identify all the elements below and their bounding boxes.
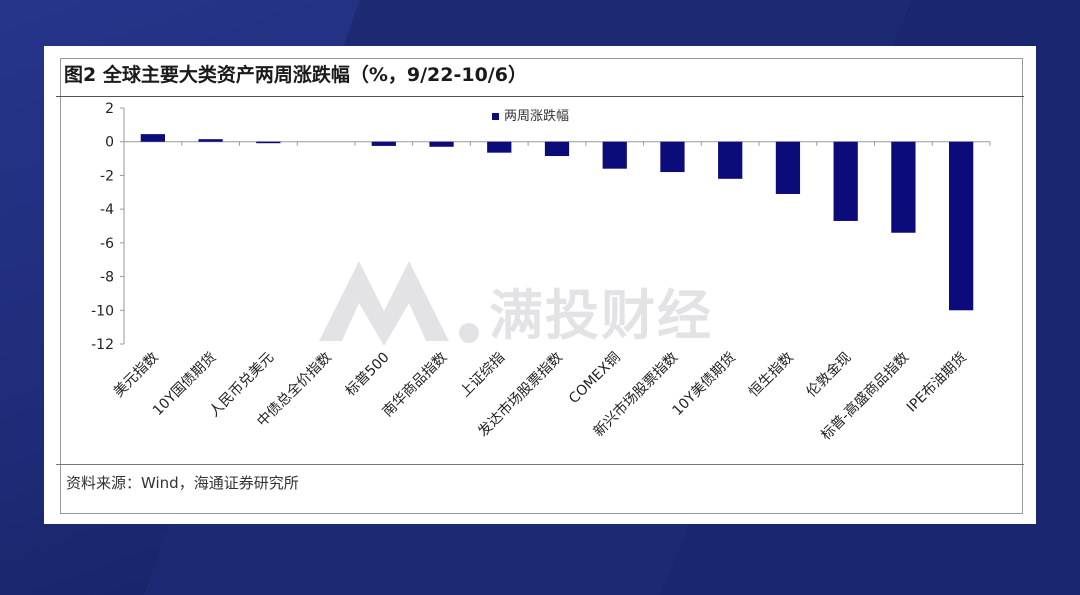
bar <box>718 141 743 179</box>
bar <box>891 141 916 233</box>
y-tick-label: -8 <box>100 270 114 286</box>
bar-chart: 20-2-4-6-8-10-12 美元指数10Y国债期货人民币兑美元中债总全价指… <box>91 101 991 444</box>
y-tick-label: -4 <box>100 202 114 218</box>
x-tick-label: IPE布油期货 <box>903 349 970 416</box>
chart-frame <box>60 58 1023 514</box>
y-tick-label: -12 <box>91 337 114 353</box>
y-tick-label: -10 <box>91 303 114 319</box>
bar <box>660 141 685 173</box>
x-tick-label: 恒生指数 <box>746 350 797 401</box>
y-tick-label: -2 <box>100 168 114 184</box>
x-tick-label: 标普500 <box>343 350 393 400</box>
x-tick-label: 伦敦金现 <box>804 350 855 401</box>
chart-legend: 两周涨跌幅 <box>492 108 569 124</box>
bar <box>371 141 396 146</box>
x-tick-label: COMEX铜 <box>566 350 623 407</box>
title-divider <box>56 96 1024 97</box>
source-divider <box>56 464 1024 465</box>
bar <box>949 141 974 311</box>
bar <box>544 141 570 157</box>
bar <box>775 141 801 194</box>
y-tick-label: 0 <box>105 135 114 151</box>
legend-swatch <box>492 113 499 120</box>
bar <box>833 141 858 221</box>
bar <box>256 141 281 144</box>
x-tick-label: 美元指数 <box>111 350 162 401</box>
chart-title: 图2 全球主要大类资产两周涨跌幅（%，9/22-10/6） <box>64 64 527 86</box>
bar <box>429 141 454 147</box>
chart-card: 图2 全球主要大类资产两周涨跌幅（%，9/22-10/6） 2 0 -2 -4 -6 -8… <box>44 46 1036 524</box>
bar <box>140 134 165 142</box>
y-tick-label: -6 <box>100 236 114 252</box>
legend-label: 两周涨跌幅 <box>504 108 569 124</box>
bar <box>602 141 627 169</box>
source-note: 资料来源：Wind，海通证券研究所 <box>66 474 299 492</box>
x-tick-label: 上证综指 <box>457 350 508 401</box>
bar <box>487 141 512 153</box>
y-tick-label: 2 <box>105 101 114 117</box>
bar <box>198 139 223 142</box>
